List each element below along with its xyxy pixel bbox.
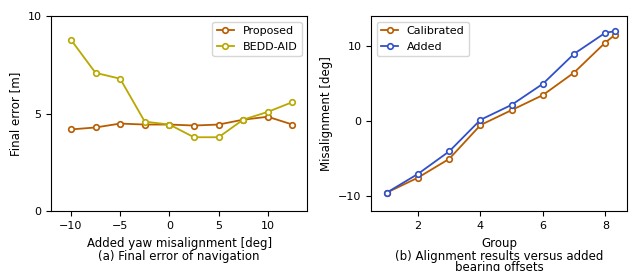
Y-axis label: Misalignment [deg]: Misalignment [deg] bbox=[319, 56, 333, 171]
BEDD-AID bbox=[190, 136, 198, 139]
Line: Proposed: Proposed bbox=[68, 114, 295, 132]
Proposed bbox=[92, 126, 99, 129]
Calibrated bbox=[570, 71, 578, 74]
Calibrated bbox=[611, 33, 618, 37]
Proposed bbox=[141, 123, 148, 126]
Text: bearing offsets: bearing offsets bbox=[455, 261, 543, 271]
Calibrated bbox=[602, 41, 609, 44]
Added bbox=[383, 191, 390, 194]
Added bbox=[445, 150, 453, 153]
Calibrated bbox=[477, 124, 484, 127]
BEDD-AID bbox=[264, 110, 271, 114]
Line: BEDD-AID: BEDD-AID bbox=[68, 37, 295, 140]
BEDD-AID bbox=[92, 71, 99, 75]
BEDD-AID bbox=[166, 123, 173, 126]
Added bbox=[570, 52, 578, 55]
Legend: Proposed, BEDD-AID: Proposed, BEDD-AID bbox=[212, 22, 301, 56]
Added bbox=[611, 30, 618, 33]
Calibrated bbox=[383, 191, 390, 194]
Calibrated bbox=[508, 108, 516, 112]
Added bbox=[539, 82, 547, 85]
Y-axis label: Final error [m]: Final error [m] bbox=[9, 72, 22, 156]
Text: (b) Alignment results versus added: (b) Alignment results versus added bbox=[395, 250, 604, 263]
BEDD-AID bbox=[215, 136, 223, 139]
Proposed bbox=[166, 123, 173, 126]
BEDD-AID bbox=[141, 120, 148, 123]
BEDD-AID bbox=[116, 77, 124, 80]
Proposed bbox=[116, 122, 124, 125]
Calibrated bbox=[445, 157, 453, 160]
Proposed bbox=[289, 123, 296, 126]
Calibrated bbox=[414, 176, 422, 179]
BEDD-AID bbox=[239, 118, 247, 121]
Line: Added: Added bbox=[384, 28, 618, 195]
Added bbox=[477, 118, 484, 121]
Proposed bbox=[239, 118, 247, 121]
X-axis label: Group: Group bbox=[481, 237, 517, 250]
Proposed bbox=[264, 115, 271, 118]
Added bbox=[508, 103, 516, 107]
X-axis label: Added yaw misalignment [deg]: Added yaw misalignment [deg] bbox=[86, 237, 272, 250]
Legend: Calibrated, Added: Calibrated, Added bbox=[377, 22, 469, 56]
Proposed bbox=[215, 123, 223, 126]
Proposed bbox=[190, 124, 198, 127]
BEDD-AID bbox=[67, 38, 75, 41]
Added bbox=[414, 172, 422, 176]
Calibrated bbox=[539, 93, 547, 97]
Added bbox=[602, 31, 609, 34]
Line: Calibrated: Calibrated bbox=[384, 32, 618, 195]
BEDD-AID bbox=[289, 101, 296, 104]
Proposed bbox=[67, 128, 75, 131]
Text: (a) Final error of navigation: (a) Final error of navigation bbox=[99, 250, 260, 263]
